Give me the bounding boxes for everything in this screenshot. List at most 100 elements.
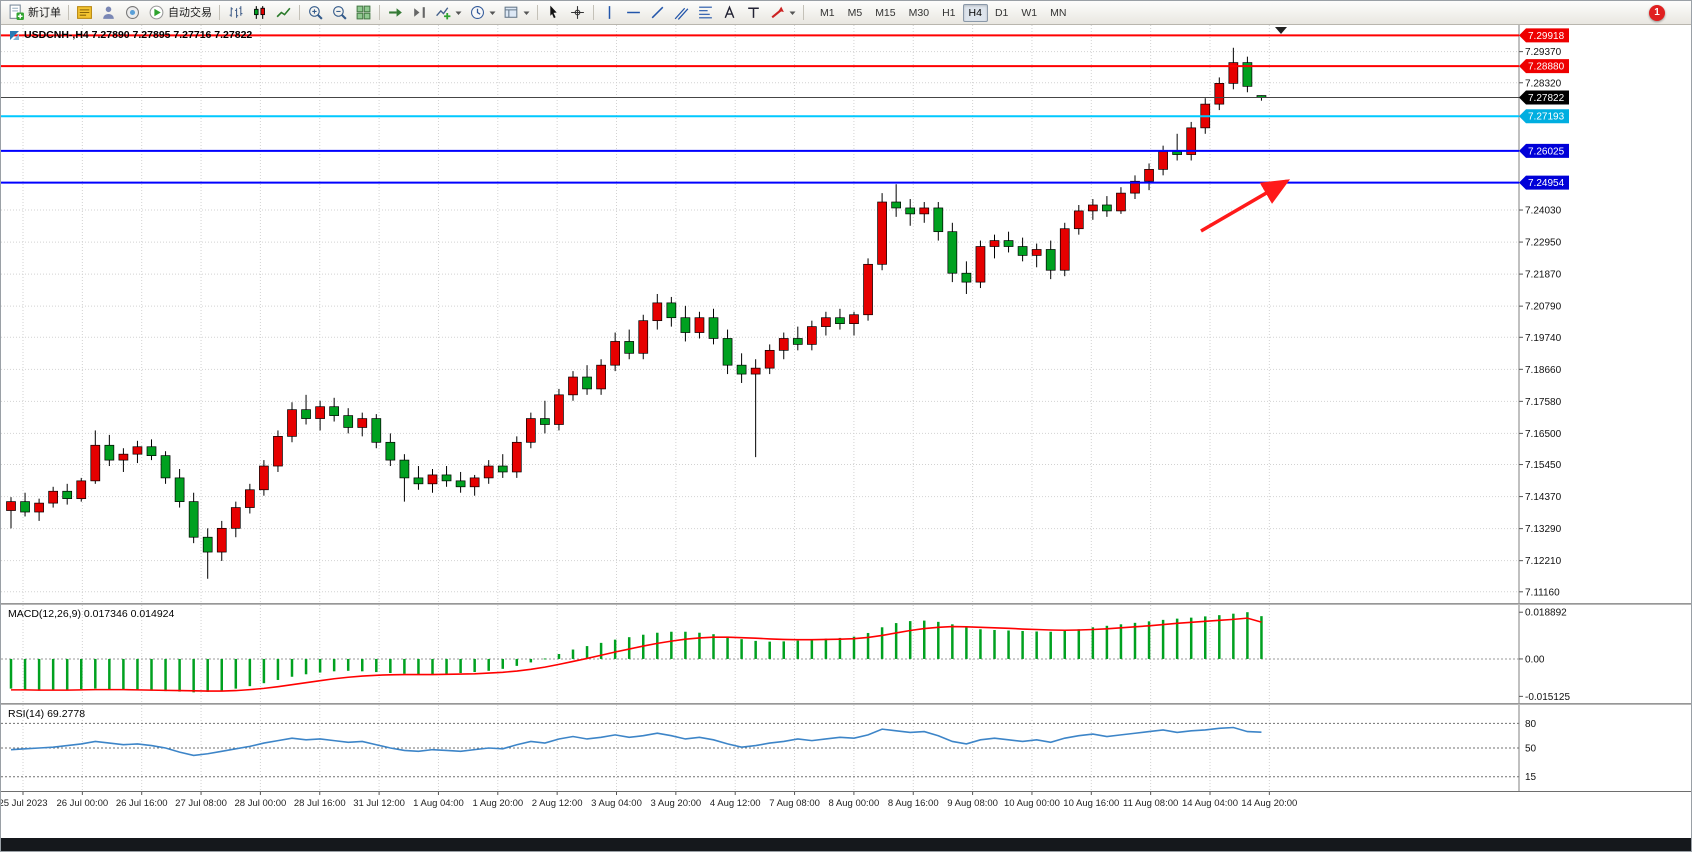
market-watch-button[interactable]	[73, 3, 96, 23]
svg-text:8 Aug 16:00: 8 Aug 16:00	[888, 798, 939, 809]
main-chart[interactable]: 7.29918 7.28880 7.27822 7.27193 7.26025 7.249…	[1, 25, 1692, 603]
data-window-icon	[126, 6, 139, 19]
candle-body	[1045, 249, 1056, 271]
candle-body	[202, 536, 213, 553]
candle-body	[1130, 180, 1140, 194]
cursor-tool-button[interactable]	[542, 3, 565, 23]
tile-windows-button[interactable]	[352, 3, 375, 23]
price-line-label: 7.24954	[1519, 175, 1569, 190]
candle-body	[34, 502, 44, 513]
candle-body	[385, 441, 396, 461]
svg-text:0.00: 0.00	[1525, 654, 1545, 665]
zoom-out-icon	[333, 6, 347, 20]
candle-body	[399, 459, 410, 479]
svg-text:8 Aug 00:00: 8 Aug 00:00	[829, 798, 880, 809]
macd-histogram	[9, 612, 1263, 693]
channel-icon	[674, 7, 689, 20]
bottom-strip	[1, 838, 1691, 851]
trendline-tool-button[interactable]	[646, 3, 669, 23]
candle-body	[1102, 204, 1112, 212]
candle-body	[624, 341, 635, 354]
time-axis-labels: 25 Jul 2023 26 Jul 00:00 26 Jul 16:00 27 Ju…	[1, 792, 1297, 809]
bar-chart-icon	[229, 6, 243, 18]
horizontal-line-icon	[627, 11, 640, 14]
price-line-label: 7.27822	[1519, 90, 1569, 105]
svg-text:11 Aug 08:00: 11 Aug 08:00	[1123, 798, 1178, 809]
channel-tool-button[interactable]	[670, 3, 693, 23]
svg-text:7.12210: 7.12210	[1525, 556, 1562, 567]
line-chart-button[interactable]	[272, 3, 295, 23]
candle-body	[245, 489, 255, 508]
candle-body	[849, 314, 859, 324]
toolbar-separator	[803, 5, 804, 20]
timeframe-button-mn[interactable]: MN	[1050, 6, 1067, 19]
fibonacci-tool-button[interactable]	[694, 3, 717, 23]
candle-body	[525, 418, 536, 443]
period-button[interactable]	[466, 3, 499, 23]
svg-text:7.27822: 7.27822	[1528, 93, 1565, 104]
dropdown-caret-icon	[523, 11, 530, 15]
notification-badge[interactable]: 1	[1649, 4, 1665, 21]
candle-body	[287, 409, 297, 437]
candle-body	[1228, 62, 1239, 84]
rsi-panel[interactable]: 80 50 15	[1, 705, 1692, 791]
candle-body	[750, 367, 761, 375]
svg-text:9 Aug 08:00: 9 Aug 08:00	[947, 798, 998, 809]
svg-text:7.19740: 7.19740	[1525, 333, 1562, 344]
text-tool-button[interactable]	[718, 3, 741, 23]
price-axis-labels: 7.29370 7.28320 7.24030 7.22950 7.21870 7.207…	[1519, 47, 1562, 598]
timeframe-button-m5[interactable]: M5	[847, 6, 863, 19]
timeframe-button-h1[interactable]: H1	[942, 6, 956, 19]
chart-shift-button[interactable]	[408, 3, 431, 23]
candlestick-chart-button[interactable]	[248, 3, 271, 23]
svg-text:1 Aug 04:00: 1 Aug 04:00	[413, 798, 464, 809]
timeframe-button-m30[interactable]: M30	[908, 6, 930, 19]
clock-icon	[471, 6, 484, 19]
svg-text:7.14370: 7.14370	[1525, 492, 1562, 503]
templates-button[interactable]	[500, 3, 533, 23]
new-order-button[interactable]: 新订单	[5, 3, 64, 23]
candle-body	[666, 302, 677, 319]
label-tool-button[interactable]	[742, 3, 765, 23]
timeframe-button-m1[interactable]: M1	[820, 6, 835, 19]
zoom-in-button[interactable]	[304, 3, 327, 23]
panel-divider[interactable]	[1, 703, 1691, 705]
vertical-line-tool-button[interactable]	[598, 3, 621, 23]
toolbar-separator	[593, 5, 594, 20]
panel-divider[interactable]	[1, 603, 1691, 605]
candle-body	[441, 474, 452, 482]
timeframe-button-d1[interactable]: D1	[994, 6, 1009, 19]
candle-body	[554, 394, 564, 425]
crosshair-tool-button[interactable]	[566, 3, 589, 23]
svg-text:28 Jul 16:00: 28 Jul 16:00	[294, 798, 346, 809]
chart-shift-marker[interactable]	[1275, 27, 1287, 34]
candle-body	[1242, 62, 1253, 87]
data-window-button[interactable]	[121, 3, 144, 23]
navigator-button[interactable]	[97, 3, 120, 23]
svg-text:7.24954: 7.24954	[1528, 178, 1565, 189]
candle-body	[315, 406, 325, 419]
candle-body	[146, 446, 157, 456]
annotation-arrow[interactable]	[1200, 179, 1291, 233]
add-indicator-button[interactable]	[432, 3, 465, 23]
market-watch-icon	[77, 6, 92, 19]
timeframe-button-m15[interactable]: M15	[875, 6, 896, 19]
candle-body	[259, 465, 269, 491]
candle-body	[680, 317, 691, 333]
macd-panel[interactable]: 0.018892 0.00 -0.015125	[1, 605, 1692, 703]
svg-text:0.018892: 0.018892	[1525, 608, 1567, 619]
arrow-tool-button[interactable]	[766, 3, 799, 23]
svg-text:7.28880: 7.28880	[1528, 62, 1565, 73]
auto-trading-button[interactable]: 自动交易	[145, 3, 215, 23]
timeframe-button-w1[interactable]: W1	[1021, 6, 1038, 19]
zoom-out-button[interactable]	[328, 3, 351, 23]
auto-scroll-icon	[389, 8, 402, 17]
svg-text:7.29370: 7.29370	[1525, 47, 1562, 58]
bar-chart-button[interactable]	[224, 3, 247, 23]
candle-body	[1073, 210, 1084, 230]
auto-scroll-button[interactable]	[384, 3, 407, 23]
horizontal-line-tool-button[interactable]	[622, 3, 645, 23]
time-axis[interactable]: 25 Jul 2023 26 Jul 00:00 26 Jul 16:00 27 Ju…	[1, 791, 1692, 814]
timeframe-button-h4[interactable]: H4	[962, 3, 988, 22]
